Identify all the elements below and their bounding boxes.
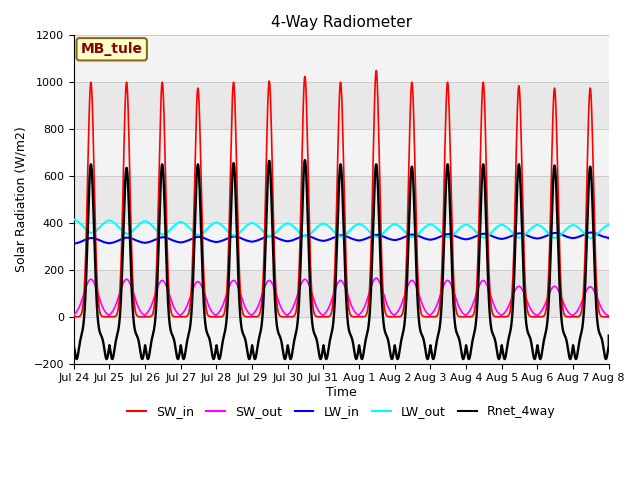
LW_out (98, 222, 106, 228)
LW_out (587, 235, 595, 241)
SW_out (98, 302, 106, 308)
LW_out (507, 228, 515, 234)
Line: LW_in: LW_in (74, 233, 609, 244)
Rnet_4way (301, 157, 308, 163)
Rnet_4way (500, 354, 508, 360)
LW_in (605, 235, 612, 241)
SW_out (472, 292, 480, 298)
Line: SW_in: SW_in (74, 71, 609, 317)
LW_in (412, 232, 419, 238)
Rnet_4way (98, 334, 106, 340)
LW_out (472, 229, 480, 235)
Bar (74, 223, 609, 270)
Rnet_4way (412, 237, 419, 243)
LW_in (98, 239, 106, 244)
SW_in (508, 302, 515, 308)
Line: Rnet_4way: Rnet_4way (74, 160, 609, 359)
Y-axis label: Solar Radiation (W/m2): Solar Radiation (W/m2) (15, 127, 28, 273)
LW_in (70, 241, 77, 247)
SW_in (70, 314, 77, 320)
SW_in (486, 295, 494, 300)
SW_out (412, 282, 419, 288)
Bar (74, 129, 609, 176)
SW_in (605, 314, 612, 320)
SW_out (508, 297, 515, 303)
LW_out (486, 230, 494, 236)
Line: SW_out: SW_out (74, 278, 609, 317)
SW_in (500, 314, 508, 320)
SW_out (70, 312, 77, 318)
Title: 4-Way Radiometer: 4-Way Radiometer (271, 15, 412, 30)
LW_in (500, 236, 508, 241)
SW_in (472, 297, 480, 302)
LW_out (412, 233, 419, 239)
LW_out (500, 222, 508, 228)
SW_in (98, 313, 106, 319)
LW_out (70, 216, 77, 222)
SW_in (412, 181, 419, 187)
SW_out (486, 292, 494, 298)
Rnet_4way (70, 342, 77, 348)
Rnet_4way (605, 333, 612, 338)
Bar (74, 36, 609, 82)
LW_in (486, 232, 494, 238)
SW_out (500, 311, 508, 317)
LW_in (472, 233, 480, 239)
Rnet_4way (486, 319, 494, 324)
Text: MB_tule: MB_tule (81, 42, 143, 56)
Rnet_4way (508, 324, 515, 330)
Rnet_4way (495, 356, 503, 362)
Rnet_4way (472, 320, 480, 326)
SW_out (372, 275, 380, 281)
Line: LW_out: LW_out (74, 219, 609, 238)
LW_in (588, 230, 595, 236)
X-axis label: Time: Time (326, 386, 356, 399)
Bar (74, 317, 609, 364)
LW_out (605, 221, 612, 227)
SW_out (605, 314, 612, 320)
Legend: SW_in, SW_out, LW_in, LW_out, Rnet_4way: SW_in, SW_out, LW_in, LW_out, Rnet_4way (122, 400, 561, 423)
SW_in (372, 68, 380, 73)
LW_in (507, 233, 515, 239)
